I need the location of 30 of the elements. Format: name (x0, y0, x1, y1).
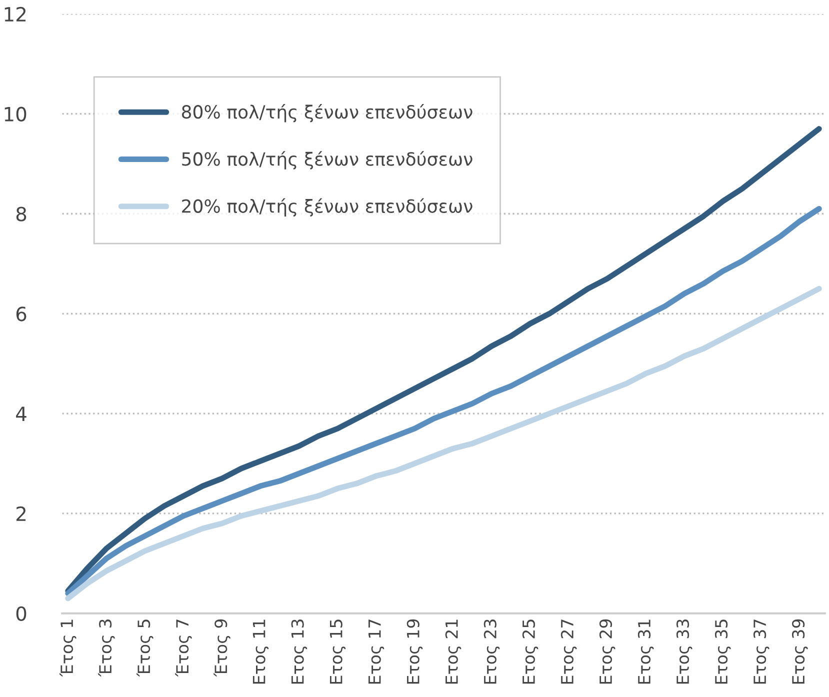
legend-label: 20% πολ/τής ξένων επενδύσεων (182, 198, 472, 216)
y-tick-label: 6 (16, 306, 26, 322)
x-tick-label: Ετος 31 (638, 620, 654, 684)
x-tick-label: Έτος 5 (136, 620, 154, 677)
x-tick-label: Έτος 1 (60, 620, 76, 677)
x-tick-label: Ετος 19 (406, 619, 423, 684)
y-tick-label: 10 (4, 106, 26, 122)
legend-label: 80% πολ/τής ξένων επενδύσεων (182, 104, 472, 122)
x-tick-label: Ετος 17 (368, 620, 384, 684)
y-tick-label: 0 (16, 606, 26, 622)
x-tick-label: Ετος 23 (484, 620, 500, 684)
x-tick-label: Ετος 15 (330, 620, 346, 684)
y-tick-label: 4 (16, 406, 26, 421)
y-tick-label: 8 (16, 206, 26, 222)
y-tick-label: 12 (4, 6, 26, 22)
x-tick-label: Έτος 3 (98, 620, 115, 677)
legend-label: 50% πολ/τής ξένων επενδύσεων (182, 151, 472, 170)
x-tick-label: Ετος 37 (753, 620, 770, 684)
x-tick-label: Ετος 25 (522, 620, 538, 684)
x-tick-label: Έτος 7 (175, 620, 192, 677)
x-tick-label: Ετος 13 (291, 620, 308, 684)
x-tick-label: Έτος 9 (214, 619, 230, 677)
x-tick-label: Ετος 29 (599, 619, 616, 684)
x-tick-label: Ετος 27 (560, 620, 577, 684)
x-tick-label: Ετος 11 (252, 620, 269, 684)
y-tick-label: 2 (16, 506, 26, 521)
x-tick-label: Ετος 21 (445, 620, 462, 684)
x-tick-label: Ετος 39 (792, 619, 808, 684)
x-tick-label: Ετος 35 (714, 620, 731, 684)
x-tick-label: Ετος 33 (676, 620, 692, 684)
